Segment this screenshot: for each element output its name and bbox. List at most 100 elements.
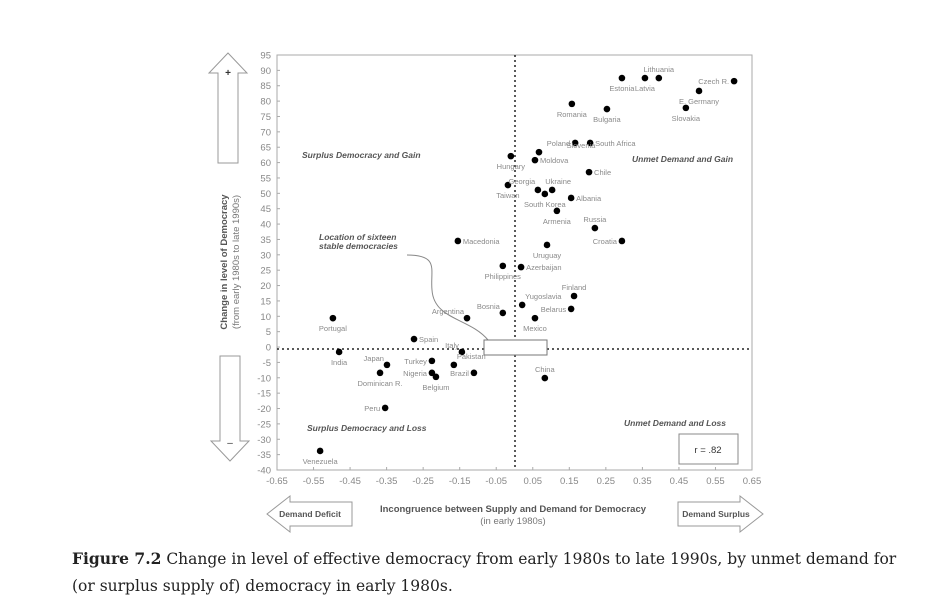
data-point-bulgaria: [603, 105, 611, 113]
down-arrow-sign: –: [227, 438, 233, 449]
point-label: Hungary: [497, 162, 526, 171]
point-label: E. Germany: [679, 97, 719, 106]
data-point-pakistan: [450, 361, 458, 369]
data-point-yugoslavia: [518, 301, 526, 309]
data-point-slovakia: [682, 104, 690, 112]
point-label: Moldova: [540, 156, 569, 165]
data-point-spain: [410, 335, 418, 343]
point-label: Peru: [364, 404, 380, 413]
data-point-italy: [458, 348, 466, 356]
y-tick-label: -35: [257, 450, 271, 461]
x-tick-label: 0.35: [633, 476, 652, 487]
y-tick-label: 75: [260, 112, 271, 123]
point-label: Turkey: [404, 357, 427, 366]
data-point-croatia: [618, 237, 626, 245]
data-point-turkey: [428, 357, 436, 365]
x-axis-subtitle: (in early 1980s): [480, 516, 545, 527]
x-tick-label: -0.45: [339, 476, 361, 487]
y-tick-label: 5: [266, 327, 271, 338]
x-tick-label: 0.15: [560, 476, 579, 487]
x-tick-label: 0.45: [670, 476, 689, 487]
point-label: Russia: [583, 215, 607, 224]
quadrant-top-left: Surplus Democracy and Gain: [302, 150, 421, 160]
data-point-hungary: [507, 152, 515, 160]
point-label: Bulgaria: [593, 115, 621, 124]
y-tick-label: 55: [260, 173, 271, 184]
y-tick-label: 30: [260, 250, 271, 261]
data-point-portugal: [329, 314, 337, 322]
point-label: Latvia: [635, 84, 656, 93]
y-tick-label: 85: [260, 81, 271, 92]
data-point-armenia: [553, 207, 561, 215]
x-tick-label: 0.65: [743, 476, 762, 487]
left-arrow-icon: [266, 494, 353, 534]
data-point-dominican-r-: [376, 369, 384, 377]
point-label: Albania: [576, 194, 602, 203]
point-label: Argentina: [432, 307, 465, 316]
point-label: Spain: [419, 335, 438, 344]
y-tick-label: 60: [260, 158, 271, 169]
data-point-russia: [591, 224, 599, 232]
stable-democracies-box: [483, 339, 548, 356]
annotation-text-2: stable democracies: [319, 241, 398, 251]
point-label: Armenia: [543, 217, 572, 226]
data-point-estonia: [618, 74, 626, 82]
x-tick-label: 0.05: [524, 476, 543, 487]
point-label: Portugal: [319, 324, 347, 333]
demand-surplus-label: Demand Surplus: [682, 509, 750, 519]
data-point-south-africa: [586, 139, 594, 147]
point-label: China: [535, 365, 555, 374]
point-label: Georgia: [509, 177, 537, 186]
x-tick-label: -0.05: [485, 476, 507, 487]
point-label: Japan: [364, 354, 384, 363]
figure-caption: Figure 7.2 Change in level of effective …: [72, 545, 912, 600]
y-tick-label: 40: [260, 220, 271, 231]
x-tick-label: 0.55: [706, 476, 725, 487]
y-tick-label: -25: [257, 419, 271, 430]
data-point-japan: [383, 361, 391, 369]
point-label: Uruguay: [533, 251, 562, 260]
y-tick-label: -40: [257, 466, 271, 477]
quadrant-top-right: Unmet Demand and Gain: [632, 154, 733, 164]
data-point-philippines: [499, 262, 507, 270]
point-label: Lithuania: [644, 65, 675, 74]
data-point-poland: [571, 139, 579, 147]
point-label: South Korea: [524, 200, 567, 209]
y-tick-label: 10: [260, 312, 271, 323]
y-tick-label: 45: [260, 204, 271, 215]
point-label: Dominican R.: [358, 379, 403, 388]
figure-label: Figure 7.2: [72, 549, 162, 568]
correlation-box: [678, 433, 739, 465]
x-tick-label: -0.65: [266, 476, 288, 487]
y-tick-label: 95: [260, 51, 271, 62]
point-label: Estonia: [609, 84, 635, 93]
y-tick-label: 50: [260, 189, 271, 200]
down-arrow-icon: [209, 355, 251, 462]
point-label: Azerbaijan: [526, 263, 561, 272]
x-tick-label: -0.15: [449, 476, 471, 487]
point-label: Ukraine: [545, 177, 571, 186]
data-point-finland: [570, 292, 578, 300]
data-point-ukraine: [548, 186, 556, 194]
right-arrow-icon: [677, 494, 764, 534]
data-point-india: [335, 348, 343, 356]
data-point-romania: [568, 100, 576, 108]
data-point-brazil: [470, 369, 478, 377]
point-label: Czech R.: [698, 77, 729, 86]
data-point-taiwan: [504, 181, 512, 189]
point-label: Mexico: [523, 324, 547, 333]
data-point-uruguay: [543, 241, 551, 249]
point-label: Belarus: [541, 305, 567, 314]
data-point-bosnia: [499, 309, 507, 317]
data-point-lithuania: [655, 74, 663, 82]
data-point-belarus: [567, 305, 575, 313]
data-point-georgia: [534, 186, 542, 194]
annotation-curve: [406, 254, 489, 341]
demand-deficit-label: Demand Deficit: [279, 509, 341, 519]
data-point-venezuela: [316, 447, 324, 455]
point-label: Yugoslavia: [525, 292, 562, 301]
figure-caption-text: Change in level of effective democracy f…: [72, 550, 897, 595]
data-points: Estonia Latvia Lithuania Czech R. E. Germany…: [303, 65, 738, 466]
y-tick-label: 15: [260, 296, 271, 307]
data-point-nigeria: [428, 369, 436, 377]
